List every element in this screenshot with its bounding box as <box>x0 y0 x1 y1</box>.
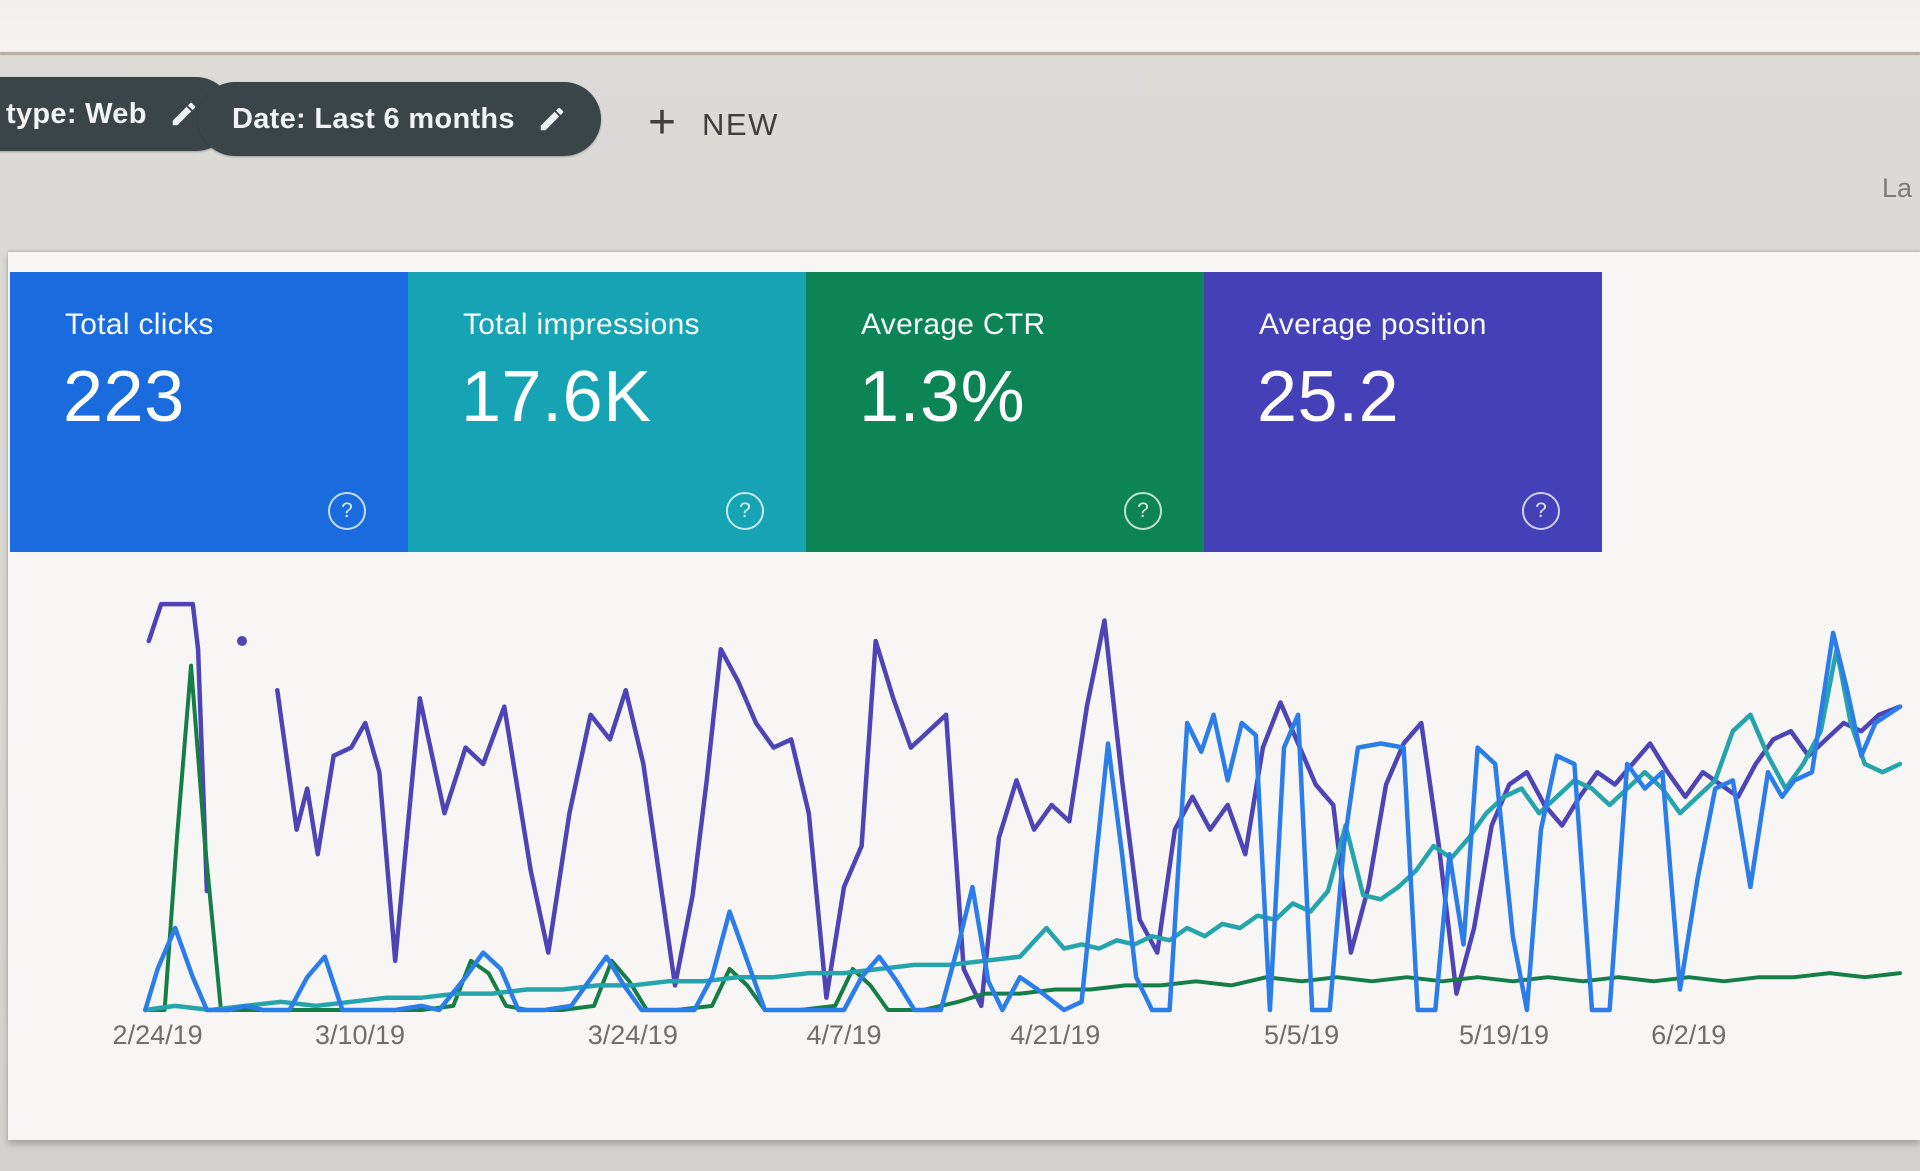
new-filter-button[interactable]: + NEW <box>648 99 779 147</box>
x-axis-label: 4/7/19 <box>806 1020 882 1050</box>
x-axis-label: 3/10/19 <box>314 1020 406 1050</box>
filter-chip-label: Date: Last 6 months <box>232 102 515 135</box>
metric-card-total-clicks[interactable]: Total clicks 223 ? <box>10 272 408 552</box>
chart-svg <box>140 600 1900 1010</box>
plus-icon: + <box>648 96 677 149</box>
last-updated-text-cropped: La <box>1882 173 1913 203</box>
metric-label: Average position <box>1259 308 1487 341</box>
x-axis: 2/24/19 3/10/19 3/24/19 4/7/19 4/21/19 5/5/19… <box>113 1020 1900 1060</box>
metric-card-average-position[interactable]: Average position 25.2 ? <box>1204 272 1602 552</box>
edit-icon[interactable] <box>537 104 567 134</box>
chart-isolated-point <box>237 636 248 646</box>
x-axis-label: 2/24/19 <box>112 1020 203 1050</box>
x-axis-label: 6/2/19 <box>1651 1020 1727 1050</box>
help-icon[interactable]: ? <box>1124 492 1162 530</box>
performance-line-chart <box>140 600 1900 1010</box>
edit-icon[interactable] <box>169 99 199 129</box>
metric-value: 17.6K <box>461 357 652 437</box>
x-axis-label: 5/5/19 <box>1264 1020 1340 1050</box>
help-icon[interactable]: ? <box>328 492 366 530</box>
metric-label: Average CTR <box>861 308 1046 341</box>
chart-line-average-position <box>149 604 207 891</box>
filter-chip-search-type[interactable]: type: Web <box>0 77 233 151</box>
metric-value: 223 <box>63 357 185 437</box>
filter-chip-date[interactable]: Date: Last 6 months <box>198 82 601 156</box>
help-icon[interactable]: ? <box>1522 492 1560 530</box>
x-axis-label: 3/24/19 <box>587 1020 678 1050</box>
metric-cards-row: Total clicks 223 ? Total impressions 17.… <box>10 272 1602 552</box>
performance-panel: Total clicks 223 ? Total impressions 17.… <box>8 252 1920 1140</box>
top-strip <box>0 0 1920 52</box>
metric-card-average-ctr[interactable]: Average CTR 1.3% ? <box>806 272 1204 552</box>
new-button-label: NEW <box>702 107 779 142</box>
help-icon[interactable]: ? <box>726 492 764 530</box>
chart-line-total-impressions <box>145 649 1900 1010</box>
x-axis-label: 4/21/19 <box>1010 1020 1101 1050</box>
metric-value: 25.2 <box>1257 357 1400 437</box>
top-divider-line <box>0 52 1920 55</box>
metric-label: Total clicks <box>65 308 214 341</box>
filter-chip-label: type: Web <box>6 97 147 130</box>
metric-card-total-impressions[interactable]: Total impressions 17.6K ? <box>408 272 806 552</box>
metric-label: Total impressions <box>463 308 700 341</box>
filter-bar: type: Web Date: Last 6 months + NEW La <box>0 55 1920 251</box>
x-axis-label: 5/19/19 <box>1458 1020 1550 1050</box>
chart-line-total-clicks <box>145 633 1900 1010</box>
metric-value: 1.3% <box>859 357 1026 437</box>
